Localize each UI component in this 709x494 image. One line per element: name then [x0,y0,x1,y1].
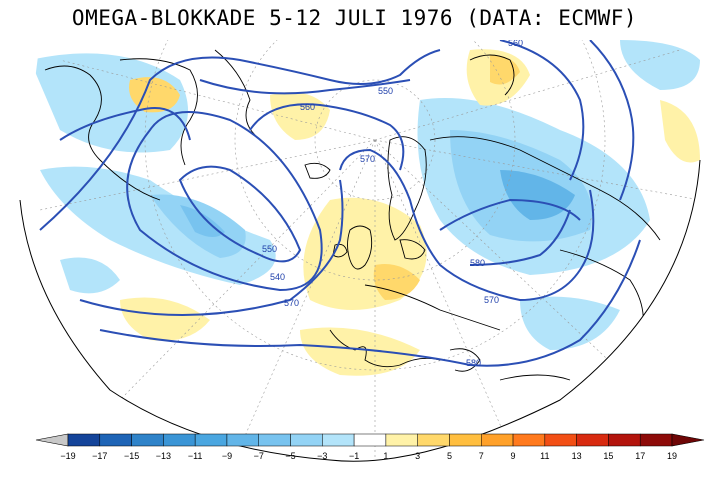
colorbar-swatch [163,433,196,447]
colorbar-swatch [226,433,259,447]
colorbar-tick-label: 7 [479,451,484,461]
colorbar-tick-label: 19 [667,451,677,461]
colorbar-tick-label: −13 [156,451,171,461]
colorbar-swatch [290,433,323,447]
colorbar-tick-label: −19 [60,451,75,461]
colorbar-tick-label: −3 [317,451,327,461]
contour-label: 550 [262,244,277,254]
colorbar-tick-label: 1 [383,451,388,461]
hemisphere-boundary [19,159,701,462]
contour-label: 550 [378,86,393,96]
colorbar-swatch [99,433,132,447]
colorbar-swatch [608,433,641,447]
colorbar-swatches [35,433,705,447]
colorbar-tick-label: 15 [603,451,613,461]
colorbar-swatch [258,433,291,447]
contour-label: 580 [470,258,485,268]
contour-label: 560 [508,38,523,48]
colorbar-swatch [322,433,355,447]
colorbar-swatch [417,433,450,447]
height-contours [39,40,641,367]
colorbar-tick-label: 13 [572,451,582,461]
anomaly-shading [30,40,700,376]
colorbar-tick-label: 11 [540,451,549,461]
colorbar-tick-label: 17 [635,451,645,461]
colorbar-tick-label: −15 [124,451,139,461]
map-title: OMEGA-BLOKKADE 5-12 JULI 1976 (DATA: ECM… [71,6,638,30]
colorbar-tick-label: −5 [285,451,295,461]
colorbar-tick-label: 3 [415,451,420,461]
colorbar-swatch [385,433,418,447]
colorbar-swatch [353,433,387,447]
colorbar-tick-label: −1 [349,451,359,461]
colorbar-tick-label: −9 [222,451,232,461]
colorbar-swatch [67,433,101,447]
colorbar-swatch [512,433,546,447]
colorbar-over-triangle [671,433,705,447]
contour-label: 570 [284,298,299,308]
colorbar-swatch [481,433,514,447]
colorbar-swatch [544,433,577,447]
colorbar-swatch [639,433,673,447]
contour-label: 570 [484,295,499,305]
colorbar-under-triangle [35,433,69,447]
colorbar-labels: −19 −17 −15 −13 −11 −9 −7 −5 −3 −1 1 3 5 7 9 11 13 15 17 19 [60,451,677,461]
contour-label: 560 [300,102,315,112]
colorbar-swatch [449,433,482,447]
colorbar-swatch [131,433,164,447]
colorbar-tick-label: −11 [188,451,203,461]
colorbar-tick-label: 9 [511,451,516,461]
contour-label: 570 [360,154,375,164]
contour-label: 540 [270,272,285,282]
colorbar-swatch [194,433,228,447]
colorbar-swatch [576,433,609,447]
contour-label: 580 [466,358,481,368]
graticule [39,40,700,462]
colorbar-tick-label: 5 [447,451,452,461]
coastlines [44,49,661,381]
colorbar-tick-label: −7 [254,451,264,461]
colorbar-tick-label: −17 [92,451,107,461]
contour-labels: 560 550 560 570 550 540 580 570 570 580 [262,38,523,368]
